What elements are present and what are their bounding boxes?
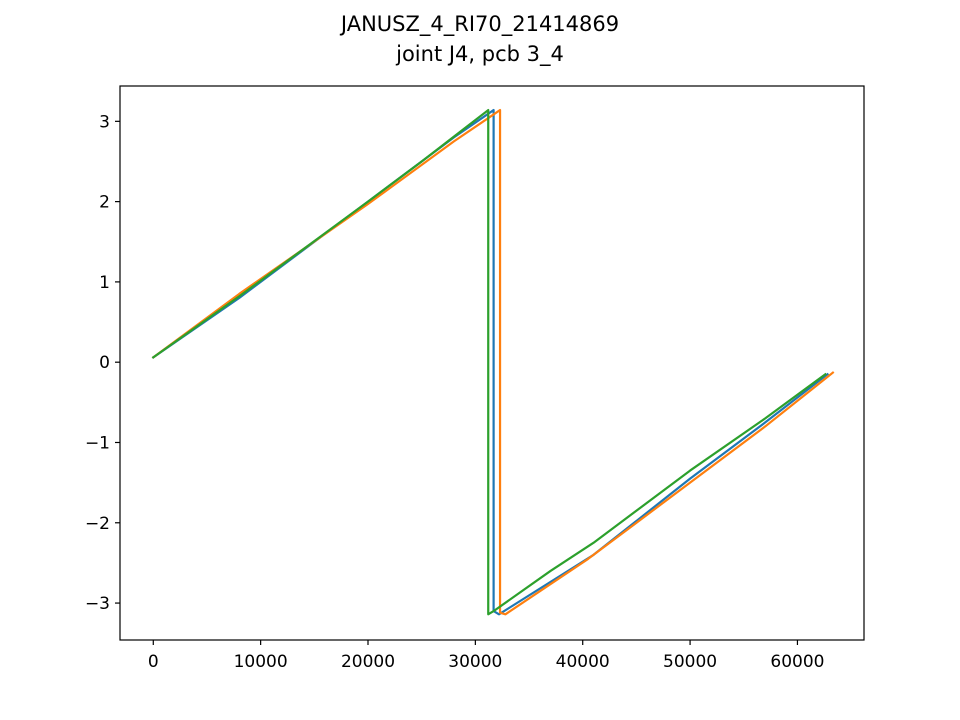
x-tick-label: 60000 xyxy=(770,652,824,672)
y-tick-label: 2 xyxy=(99,193,110,213)
x-tick-label: 30000 xyxy=(448,652,502,672)
y-tick-label: −2 xyxy=(85,514,110,534)
y-tick-label: 1 xyxy=(99,273,110,293)
chart-title: JANUSZ_4_RI70_21414869 xyxy=(339,12,619,37)
series-layer xyxy=(151,108,835,616)
series-line-1 xyxy=(151,108,830,616)
x-tick-label: 50000 xyxy=(663,652,717,672)
y-tick-label: −3 xyxy=(85,594,110,614)
y-tick-label: −1 xyxy=(85,433,110,453)
series-line-3 xyxy=(151,108,827,616)
x-tick-label: 0 xyxy=(148,652,159,672)
y-tick-label: 3 xyxy=(99,112,110,132)
chart-subtitle: joint J4, pcb 3_4 xyxy=(395,42,564,67)
axes-frame xyxy=(119,85,865,641)
x-tick-label: 20000 xyxy=(341,652,395,672)
y-tick-label: 0 xyxy=(99,353,110,373)
ticks-layer: 0 10000 20000 30000 40000 50000 60000 3 2 1 0 −1 −2 −… xyxy=(85,112,825,672)
x-tick-label: 40000 xyxy=(556,652,610,672)
x-tick-label: 10000 xyxy=(234,652,288,672)
